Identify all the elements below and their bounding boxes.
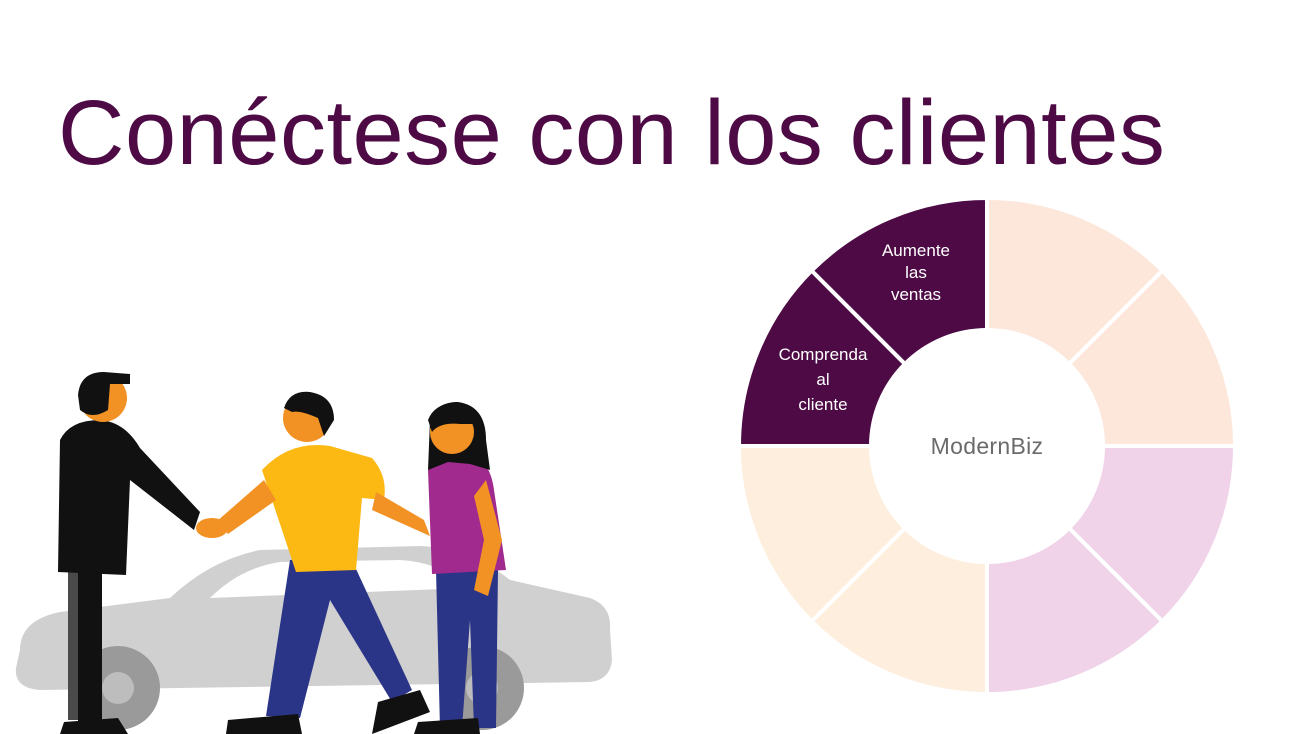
customer-man-figure xyxy=(216,391,430,734)
customer-woman-figure xyxy=(414,402,506,734)
segment-label-comprenda-al-cliente[interactable]: Comprenda al cliente xyxy=(778,345,868,414)
segment-label-aumente-las-ventas[interactable]: Aumente las ventas xyxy=(881,241,951,304)
wheel-center xyxy=(869,328,1105,564)
slide-title: Conéctese con los clientes xyxy=(58,82,1166,184)
businessman-figure xyxy=(58,372,200,734)
segment-wheel xyxy=(737,196,1237,696)
handshake-car-illustration xyxy=(15,372,613,734)
center-label-modernbiz: ModernBiz xyxy=(930,433,1044,459)
